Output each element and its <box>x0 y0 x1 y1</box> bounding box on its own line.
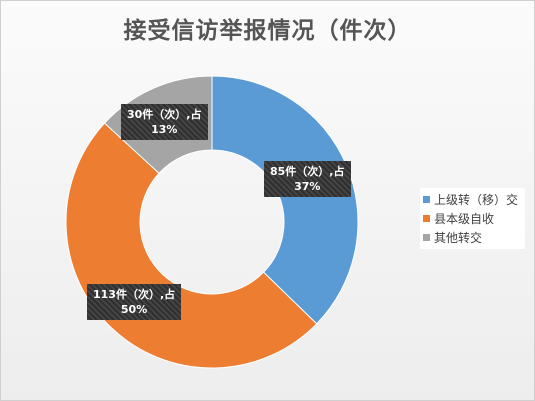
legend-swatch-other-transfer <box>423 234 430 241</box>
donut-slice-upper-transfer <box>211 75 359 325</box>
data-label-county-self-percent: 50% <box>120 303 148 316</box>
data-label-other-transfer-count: 30件（次）,占 <box>127 108 202 121</box>
data-label-upper-transfer-percent: 37% <box>294 180 321 193</box>
data-label-other-transfer-percent: 13% <box>151 123 178 136</box>
legend-label-county-self: 县本级自收 <box>434 212 495 226</box>
data-label-county-self-count: 113件（次）,占 <box>93 288 176 301</box>
data-label-upper-transfer: 85件（次）,占 37% <box>264 161 351 197</box>
legend-swatch-upper-transfer <box>423 196 430 203</box>
legend-label-upper-transfer: 上级转（移）交 <box>434 193 519 207</box>
data-label-other-transfer: 30件（次）,占 13% <box>121 104 208 140</box>
chart-title: 接受信访举报情况（件次） <box>123 18 412 44</box>
legend-item-other-transfer: 其他转交 <box>423 228 525 247</box>
legend-item-county-self: 县本级自收 <box>423 209 525 228</box>
chart-legend: 上级转（移）交 县本级自收 其他转交 <box>420 188 525 249</box>
legend-item-upper-transfer: 上级转（移）交 <box>423 190 525 209</box>
legend-label-other-transfer: 其他转交 <box>434 231 483 245</box>
legend-swatch-county-self <box>423 215 430 222</box>
data-label-upper-transfer-count: 85件（次）,占 <box>270 165 345 178</box>
data-label-county-self: 113件（次）,占 50% <box>87 284 182 320</box>
